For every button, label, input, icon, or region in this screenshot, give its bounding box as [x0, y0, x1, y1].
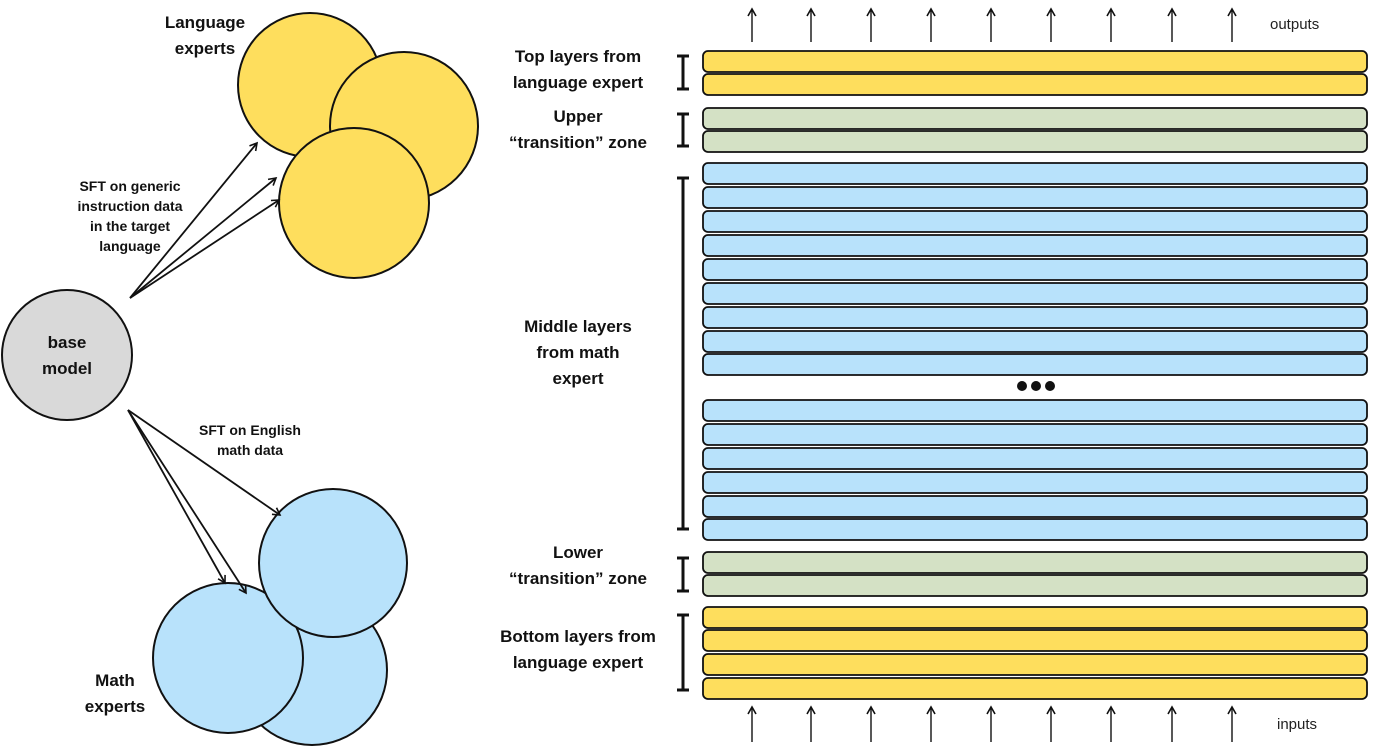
sft-arrow — [127, 409, 226, 585]
upper-transition-label: Upper “transition” zone — [509, 107, 647, 152]
middle-layer — [702, 495, 1368, 518]
middle-layer — [702, 518, 1368, 541]
inputs-label: inputs — [1277, 716, 1318, 733]
top-layer — [702, 50, 1368, 73]
bottom-layer — [702, 653, 1368, 676]
middle-layer — [702, 423, 1368, 446]
math-sft-label: SFT on English math data — [199, 422, 301, 458]
math-expert-circle — [152, 582, 304, 734]
middle-layers-label: Middle layers from math expert — [524, 317, 632, 388]
middle-bracket — [677, 176, 689, 531]
top-layers-label: Top layers from language expert — [512, 47, 644, 92]
lower-transition-layer — [702, 574, 1368, 597]
bottom-bracket — [677, 613, 689, 692]
middle-layer — [702, 162, 1368, 185]
top-layer — [702, 73, 1368, 96]
bottom-layer — [702, 629, 1368, 652]
top-bracket — [677, 54, 689, 91]
middle-layer — [702, 471, 1368, 494]
base-model-circle — [1, 289, 133, 421]
language-experts-label: Language experts — [164, 13, 246, 58]
language-sft-label: SFT on generic instruction data in the t… — [77, 178, 183, 254]
language-expert-circle — [278, 127, 430, 279]
bottom-layers-label: Bottom layers from language expert — [500, 627, 656, 672]
ellipsis-dot — [1045, 381, 1055, 391]
lower-bracket — [677, 556, 689, 593]
upper-transition-layer — [702, 107, 1368, 130]
middle-layer — [702, 306, 1368, 329]
math-expert-circle — [258, 488, 408, 638]
lower-transition-label: Lower “transition” zone — [509, 543, 647, 588]
ellipsis-dot — [1031, 381, 1041, 391]
sft-arrow — [129, 141, 259, 299]
sft-arrow — [127, 409, 247, 595]
sft-arrow — [129, 176, 278, 299]
bottom-layer — [702, 606, 1368, 629]
middle-layer — [702, 186, 1368, 209]
middle-layer — [702, 330, 1368, 353]
middle-layer — [702, 399, 1368, 422]
bottom-layer — [702, 677, 1368, 700]
middle-layer — [702, 353, 1368, 376]
middle-layer — [702, 258, 1368, 281]
middle-layer — [702, 210, 1368, 233]
middle-layer — [702, 234, 1368, 257]
middle-layer — [702, 447, 1368, 470]
upper-bracket — [677, 112, 689, 148]
base-model-label: base model — [41, 333, 93, 378]
middle-layer — [702, 282, 1368, 305]
sft-arrow — [129, 199, 281, 299]
math-experts-label: Math experts — [84, 671, 146, 716]
ellipsis-dot — [1017, 381, 1027, 391]
lower-transition-layer — [702, 551, 1368, 574]
outputs-label: outputs — [1270, 16, 1320, 33]
sft-arrow — [127, 409, 282, 516]
upper-transition-layer — [702, 130, 1368, 153]
